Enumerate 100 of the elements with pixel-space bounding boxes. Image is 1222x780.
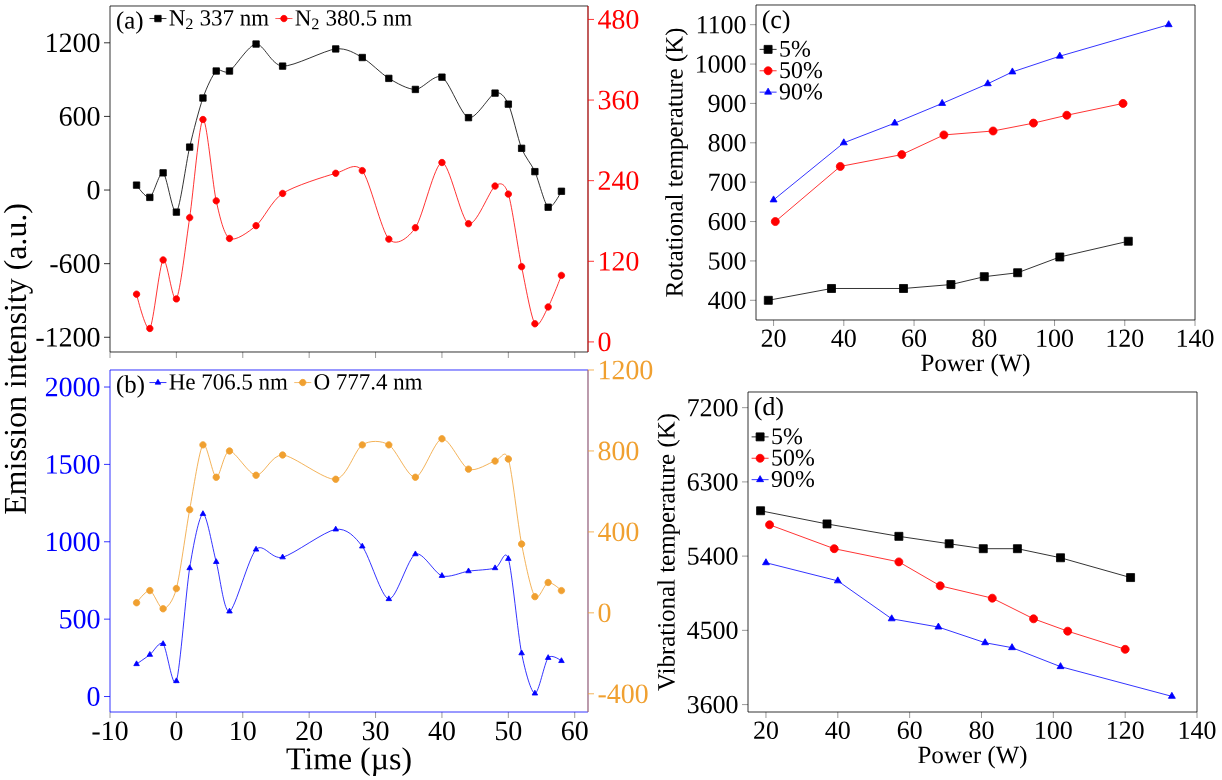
point [505, 555, 512, 561]
point [1168, 691, 1176, 699]
point [412, 550, 419, 557]
point [544, 303, 552, 311]
point [332, 169, 340, 177]
y-tick-label: 600 [708, 212, 746, 231]
point [765, 520, 774, 530]
point [385, 235, 393, 243]
x-tick-label: 30 [362, 721, 389, 741]
x-tick-label: 140 [1177, 329, 1214, 347]
point [979, 272, 989, 282]
point [358, 166, 366, 175]
point [938, 99, 947, 106]
point [252, 222, 260, 230]
y-tick-label: 5400 [688, 547, 738, 565]
legend-label: 50% [780, 62, 822, 79]
point [531, 168, 539, 176]
y2-tick-label: 800 [598, 441, 639, 461]
y2-tick-label: 240 [598, 171, 639, 191]
x-tick-label: 140 [1179, 721, 1216, 739]
annotation: (b) [117, 375, 144, 398]
point [199, 94, 207, 102]
legend-label: 5% [772, 428, 803, 445]
y-tick-label: -600 [50, 254, 100, 274]
x-tick-label: 60 [897, 721, 922, 739]
point [1120, 644, 1130, 654]
point [1056, 662, 1065, 670]
point [890, 118, 899, 126]
point [1029, 118, 1038, 128]
point [464, 114, 473, 122]
point [132, 290, 141, 298]
point [385, 441, 393, 449]
point [518, 649, 525, 656]
point [822, 519, 832, 529]
legend-label: 50% [772, 449, 814, 466]
x-tick-label: 100 [1036, 721, 1072, 739]
point [1013, 544, 1022, 554]
y-tick-label: 1000 [696, 55, 746, 73]
point [225, 234, 234, 243]
point [518, 144, 526, 152]
legend-label: 90% [771, 470, 814, 488]
point [212, 197, 220, 205]
point [531, 593, 539, 601]
point [438, 73, 446, 81]
y-tick-label: 600 [59, 107, 100, 126]
point [358, 53, 366, 62]
point [946, 280, 956, 289]
point [544, 654, 552, 660]
point [186, 564, 193, 571]
point [491, 457, 499, 465]
point [1008, 643, 1016, 651]
point [504, 100, 512, 108]
y2-tick-label: 1200 [599, 360, 653, 380]
y2-tick-label: 480 [598, 10, 639, 29]
point [279, 62, 287, 70]
point [146, 193, 154, 201]
y-tick-label: 700 [709, 173, 746, 191]
point [358, 441, 366, 449]
point [983, 79, 992, 87]
point [212, 473, 220, 481]
y-tick-label: 500 [60, 609, 100, 629]
point [531, 689, 539, 696]
point [226, 607, 233, 614]
point [1029, 614, 1038, 624]
legend-label: N$_{2}$ 380.5 nm [295, 10, 412, 30]
x-tick-label: 60 [561, 721, 588, 741]
y-tick-label: 1000 [47, 532, 100, 552]
y-tick-label: 1100 [697, 15, 746, 34]
point [252, 471, 260, 479]
point [438, 435, 446, 443]
point [332, 475, 340, 483]
point [173, 677, 180, 684]
point [544, 578, 552, 587]
point [894, 557, 904, 567]
point [897, 150, 907, 160]
point [835, 162, 845, 171]
x-tick-label: 40 [831, 329, 856, 347]
point [1055, 51, 1064, 59]
point [225, 447, 234, 455]
point [944, 539, 954, 549]
point [763, 295, 773, 305]
y-axis-title: Vibrational temperature (K) [657, 414, 680, 691]
point [987, 593, 997, 603]
point [491, 89, 499, 97]
x-tick-label: 0 [170, 721, 183, 741]
legend-label: N$_{2}$ 337 nm [169, 10, 269, 30]
annotation: (c) [762, 10, 790, 34]
point [411, 85, 419, 94]
point [172, 295, 180, 303]
point [133, 660, 140, 667]
x-tick-label: 80 [969, 721, 994, 739]
y-axis-title: Emission intensity (a.u.) [3, 204, 33, 514]
point [894, 531, 904, 541]
y-tick-label: 0 [87, 687, 100, 706]
x-tick-label: 120 [1107, 329, 1144, 347]
annotation: (d) [754, 397, 783, 421]
point [504, 190, 512, 198]
point [829, 544, 839, 554]
point [199, 441, 207, 449]
point [899, 284, 908, 293]
